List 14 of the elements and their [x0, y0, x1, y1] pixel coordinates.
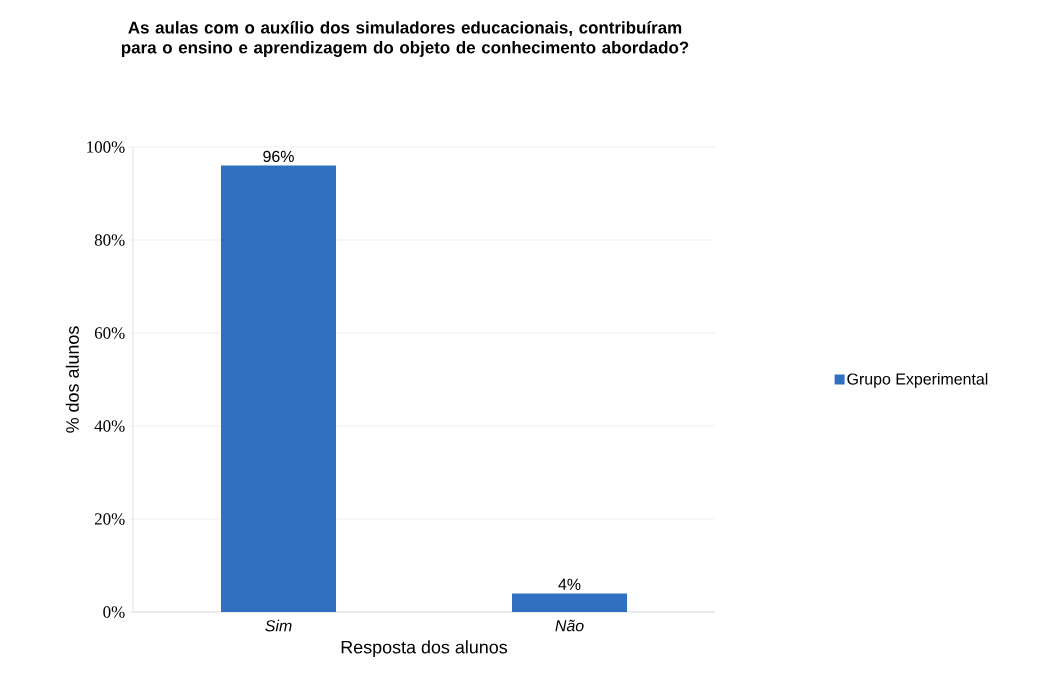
y-tick-label: 40% — [94, 420, 125, 432]
y-tick-label: 0% — [103, 606, 125, 618]
chart-title: As aulas com o auxílio dos simuladores educacionais, contribuíram para o ensino e aprendizagem do objeto de conhecimento abordado? — [121, 21, 689, 57]
data-label: 96% — [263, 150, 294, 163]
y-tick-label: 60% — [94, 327, 125, 339]
y-tick-label: 80% — [94, 234, 125, 246]
legend-label: Grupo Experimental — [847, 372, 988, 388]
y-tick-label: 100% — [87, 141, 125, 153]
x-tick-label: Não — [555, 619, 584, 632]
x-axis-title: Resposta dos alunos — [341, 640, 508, 658]
y-tick-label: 20% — [94, 513, 125, 525]
x-tick-label: Sim — [265, 619, 292, 632]
y-axis-title: % dos alunos — [65, 326, 79, 433]
data-label: 4% — [558, 578, 581, 590]
